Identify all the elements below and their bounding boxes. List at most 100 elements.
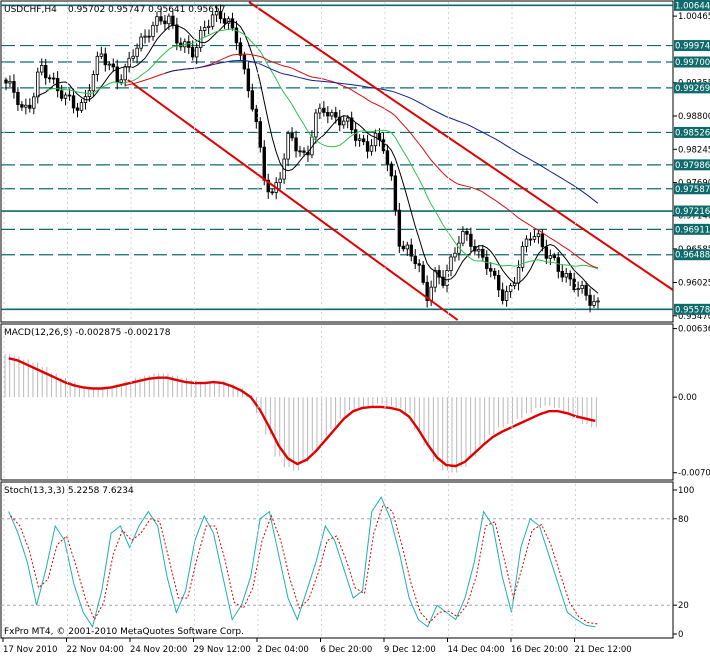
level-label-box: [674, 159, 710, 171]
candle-body: [258, 121, 262, 148]
candle-body: [91, 74, 96, 92]
candle-body: [584, 284, 588, 296]
candle-body: [254, 108, 259, 123]
level-labels: 1.00644 0.99974 0.99700 0.99269 0.98526 0.979…: [674, 0, 710, 315]
stoch-tick-label: 100: [678, 486, 694, 496]
candle-body: [71, 95, 76, 109]
candle-body: [389, 163, 394, 177]
macd-panel-border: [0, 323, 674, 481]
candle-body: [461, 230, 465, 244]
level-label: 0.95578: [675, 305, 710, 315]
trend-channel: [127, 1, 674, 321]
candle-body: [322, 107, 326, 113]
candle-body: [67, 94, 72, 97]
candle-body: [155, 16, 159, 26]
candle-body: [59, 90, 64, 99]
candle-body: [246, 68, 251, 92]
candle-body: [516, 266, 521, 284]
candle-body: [401, 245, 406, 250]
stoch-panel-border: [0, 481, 674, 639]
candle-body: [286, 132, 290, 160]
candle-body: [552, 255, 557, 259]
candle-body: [195, 47, 199, 58]
level-label-box: [674, 82, 710, 94]
candle-body: [453, 252, 457, 258]
candle-body: [270, 191, 274, 194]
price-tick-label: 0.98245: [678, 145, 710, 155]
candle-body: [373, 132, 378, 147]
candle-body: [572, 278, 576, 291]
level-label: 0.97216: [675, 207, 710, 217]
candle-body: [365, 141, 370, 152]
candle-body: [206, 25, 211, 28]
candle-body: [493, 270, 497, 276]
candle-body: [477, 248, 481, 252]
macd-tick-label: -0.00701: [678, 469, 710, 479]
candle-body: [417, 263, 421, 266]
candle-body: [425, 281, 429, 302]
stoch-signal-line: [10, 503, 598, 625]
stoch-tick-label: 20: [678, 601, 689, 611]
candle-body: [381, 139, 386, 152]
candle-body: [334, 112, 338, 118]
candle-body: [278, 178, 282, 184]
time-tick-label: 17 Nov 2010: [3, 645, 57, 655]
macd-histogram: [4, 354, 597, 473]
candle-body: [361, 138, 366, 143]
candle-body: [242, 54, 247, 70]
candle-body: [36, 71, 40, 98]
candle-body: [520, 245, 525, 268]
candle-body: [75, 107, 80, 111]
level-label: 1.00644: [675, 1, 710, 11]
candle-body: [163, 20, 167, 25]
candle-body: [191, 46, 195, 58]
time-tick-label: 16 Dec 20:00: [511, 645, 568, 655]
candle-body: [95, 55, 100, 75]
macd-axis: 0.00636 0.00 -0.00701: [673, 325, 710, 479]
candle-body: [314, 112, 318, 138]
candle-body: [377, 132, 382, 141]
level-label: 0.96911: [675, 225, 710, 235]
candle-body: [397, 209, 402, 247]
candle-body: [28, 104, 32, 109]
stoch-axis: 100 80 20 0: [673, 486, 694, 640]
candle-body: [151, 24, 155, 37]
level-label-box: [674, 303, 710, 315]
candle-body: [40, 65, 44, 73]
candle-body: [202, 27, 207, 31]
candle-body: [385, 150, 390, 165]
candle-body: [445, 270, 449, 286]
level-label-box: [674, 56, 710, 68]
candle-body: [147, 35, 151, 38]
level-label-box: [674, 205, 710, 217]
level-label-box: [674, 40, 710, 52]
copyright-label: FxPro MT4, © 2001-2010 MetaQuotes Softwa…: [4, 627, 244, 637]
level-label: 0.99269: [675, 84, 710, 94]
candle-body: [24, 104, 28, 108]
candle-body: [409, 244, 413, 257]
candle-body: [63, 94, 68, 99]
level-label: 0.96488: [675, 251, 710, 261]
price-tick-label: 1.00465: [678, 12, 710, 22]
candle-body: [127, 57, 131, 68]
time-tick-label: 9 Dec 12:00: [384, 645, 436, 655]
candle-body: [481, 248, 485, 258]
stoch-grid: [1, 518, 673, 606]
price-tick-label: 0.95470: [678, 312, 710, 322]
macd-tick-label: 0.00636: [678, 325, 710, 335]
candle-body: [131, 55, 135, 59]
candle-body: [318, 107, 322, 114]
candle-body: [544, 246, 549, 259]
candle-body: [266, 179, 270, 193]
moving-average-line: [45, 28, 599, 270]
time-tick-label: 22 Nov 04:00: [67, 645, 124, 655]
candle-body: [123, 66, 127, 81]
candle-body: [504, 291, 509, 301]
stoch-tick-label: 80: [678, 515, 689, 525]
candle-body: [187, 41, 191, 48]
candle-body: [548, 255, 553, 259]
candle-body: [469, 233, 473, 247]
candle-body: [596, 300, 600, 303]
time-tick-label: 2 Dec 04:00: [257, 645, 309, 655]
level-label-box: [674, 0, 710, 11]
